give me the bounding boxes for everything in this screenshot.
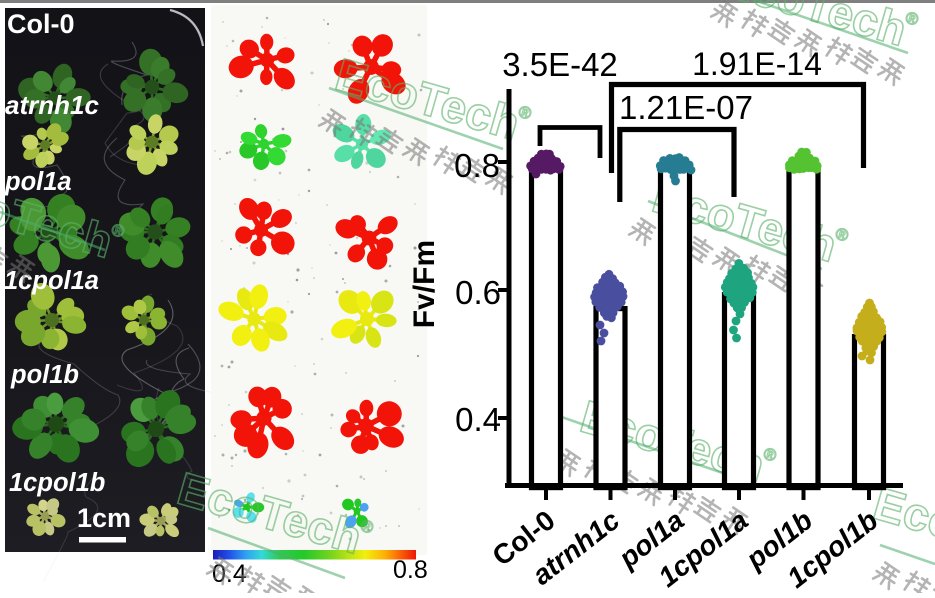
svg-text:0.4: 0.4	[455, 401, 501, 438]
svg-text:1.91E-14: 1.91E-14	[692, 46, 822, 82]
svg-text:1cm: 1cm	[77, 503, 131, 533]
svg-text:0.6: 0.6	[455, 274, 501, 311]
svg-text:0.8: 0.8	[393, 556, 428, 584]
svg-text:0.8: 0.8	[454, 147, 500, 184]
svg-text:atrnh1c: atrnh1c	[5, 90, 99, 120]
svg-text:3.5E-42: 3.5E-42	[502, 46, 618, 83]
svg-text:1cpol1b: 1cpol1b	[9, 469, 105, 497]
svg-text:pol1b: pol1b	[10, 361, 79, 389]
svg-text:Col-0: Col-0	[7, 9, 75, 39]
svg-text:1.21E-07: 1.21E-07	[619, 89, 753, 126]
svg-text:Fv/Fm: Fv/Fm	[408, 240, 441, 328]
